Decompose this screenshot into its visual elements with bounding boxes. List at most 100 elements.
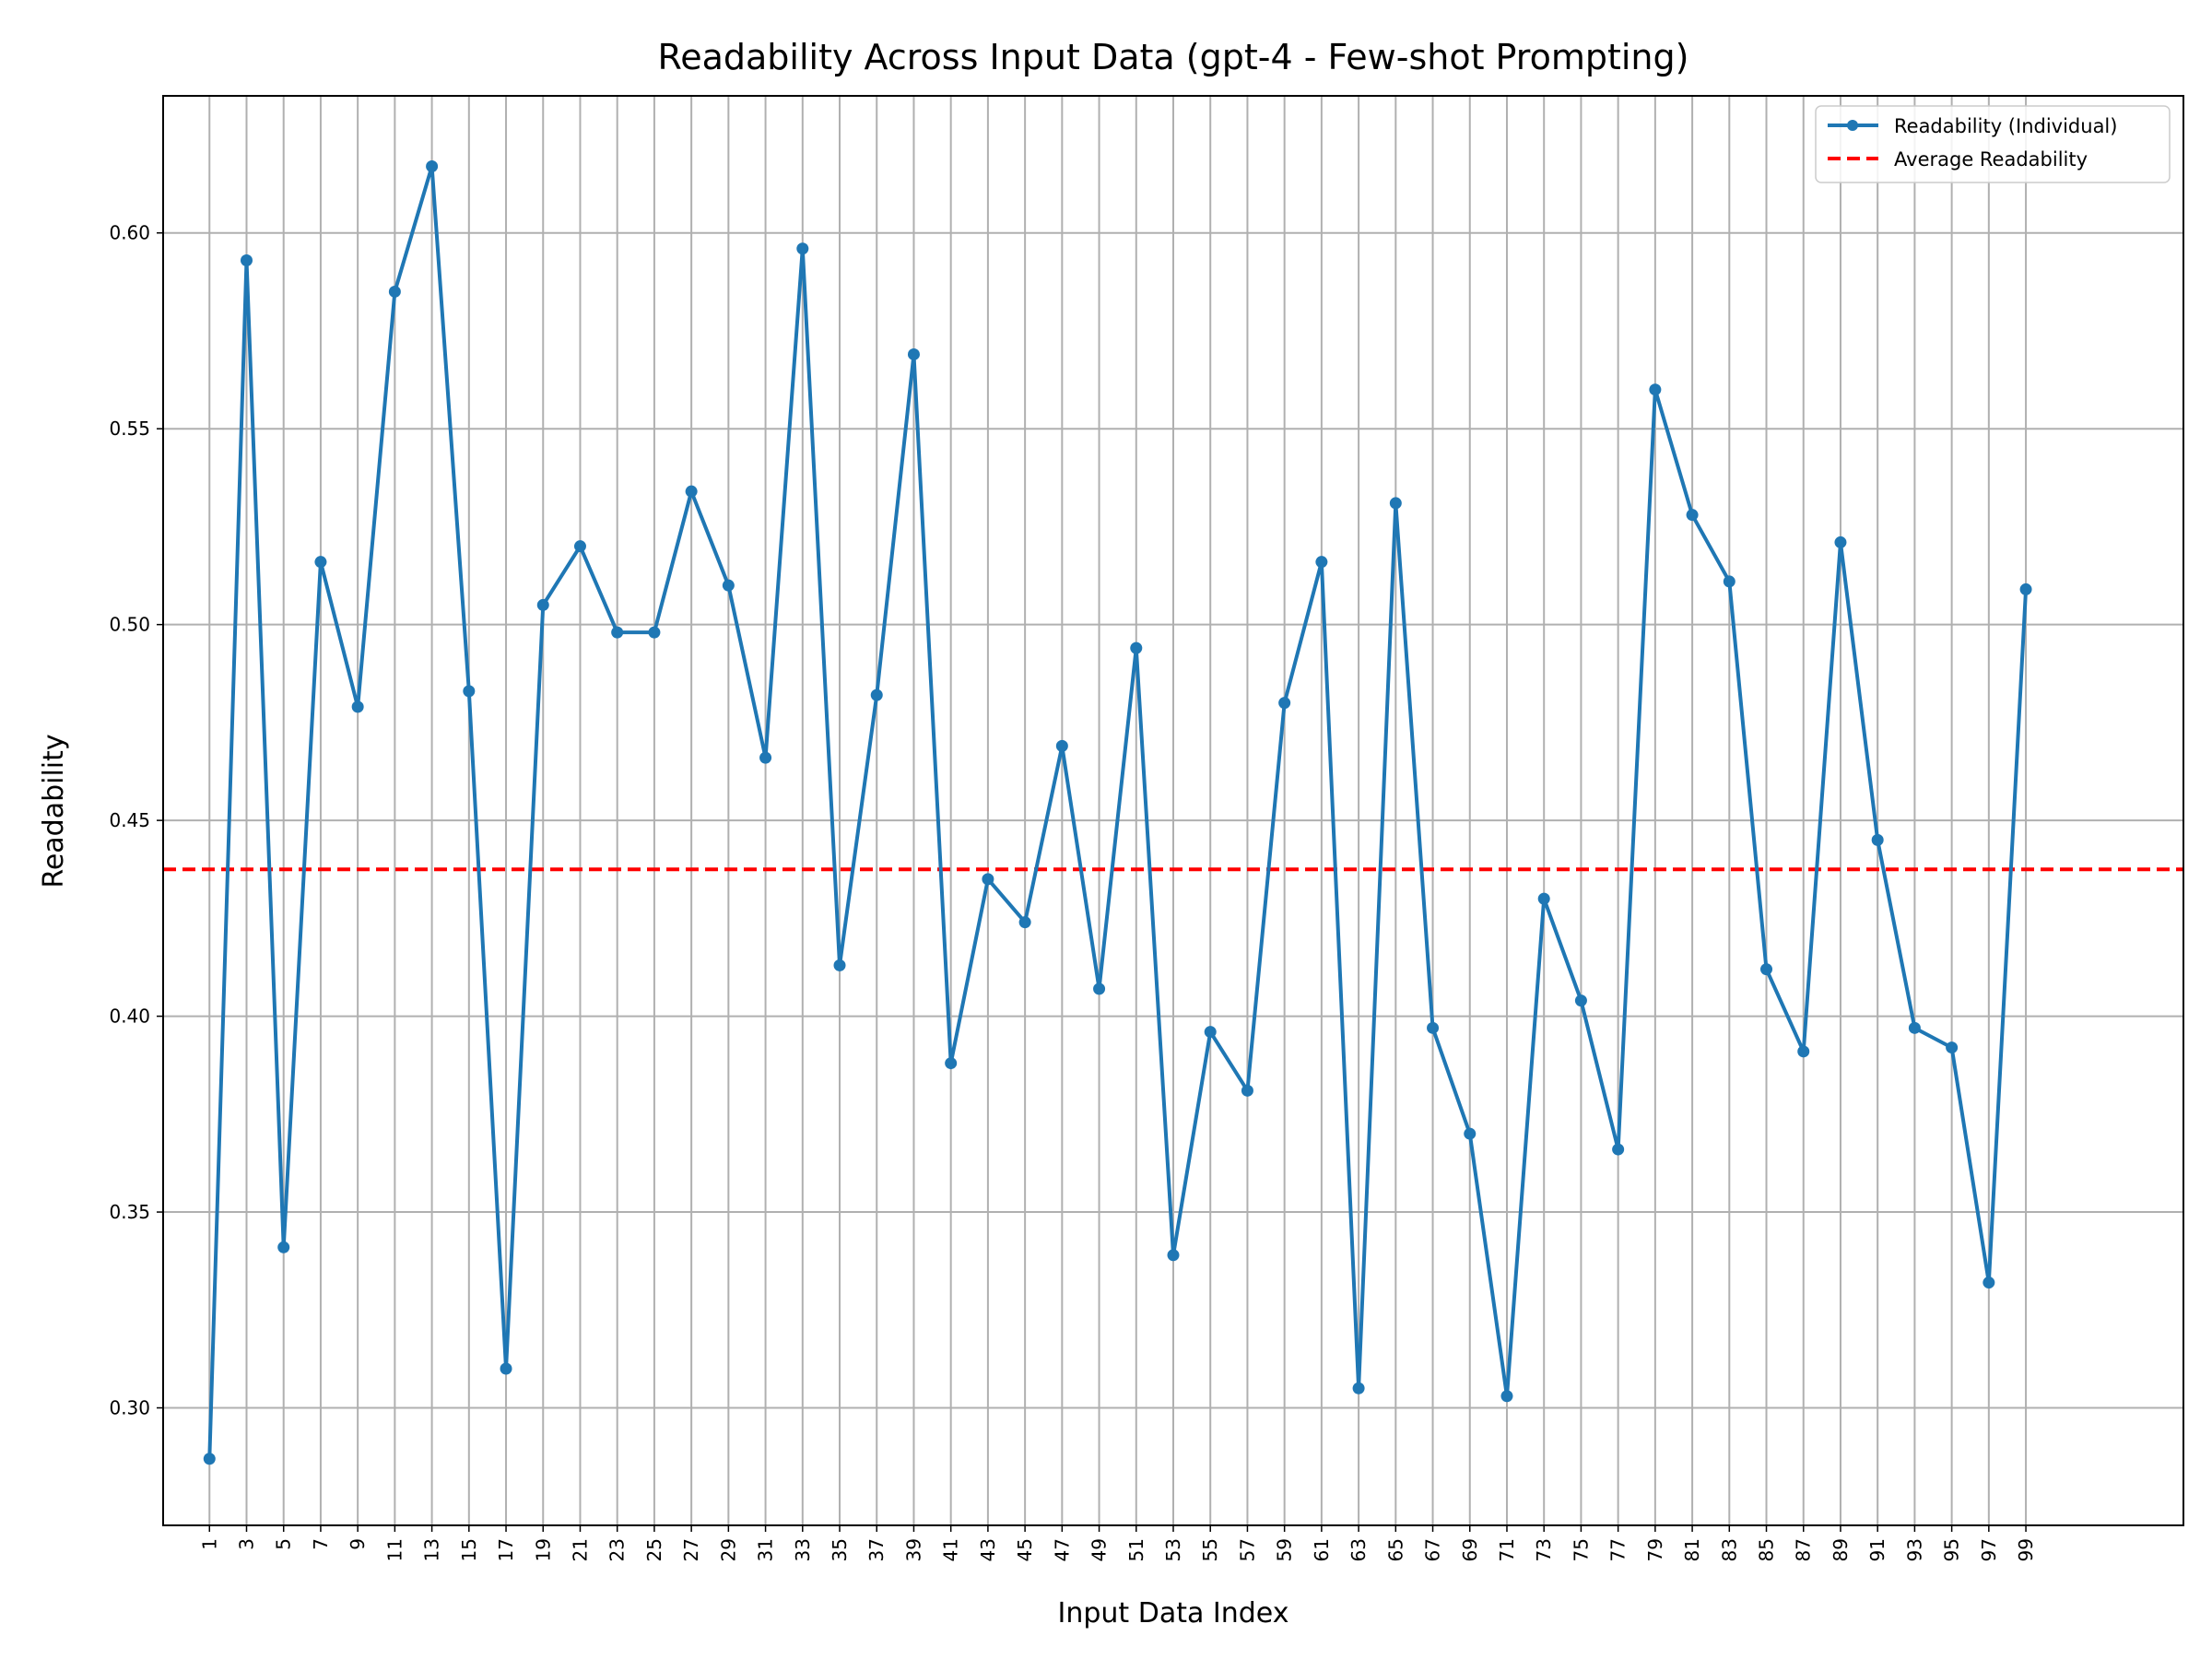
data-point [1018, 916, 1031, 929]
y-tick-label: 0.60 [109, 222, 150, 244]
data-point [982, 873, 994, 886]
data-point [1574, 994, 1587, 1007]
data-point [1537, 892, 1550, 905]
data-point [907, 347, 920, 360]
x-tick-label: 73 [1533, 1538, 1555, 1561]
x-tick-label: 87 [1793, 1538, 1815, 1561]
data-point [1352, 1382, 1365, 1394]
data-point [796, 242, 809, 255]
x-tick-label: 71 [1496, 1538, 1518, 1561]
data-point [1500, 1390, 1513, 1403]
data-point [1464, 1127, 1477, 1140]
data-point [611, 626, 624, 639]
x-tick-label: 55 [1199, 1538, 1221, 1561]
x-tick-label: 93 [1903, 1538, 1925, 1561]
data-point [1612, 1143, 1625, 1156]
y-tick-label: 0.50 [109, 614, 150, 636]
data-point [759, 751, 772, 764]
data-point [685, 485, 698, 498]
data-point [945, 1057, 958, 1070]
data-point [1983, 1277, 1995, 1289]
y-tick-label: 0.30 [109, 1397, 150, 1419]
data-point [203, 1453, 216, 1465]
data-point [463, 685, 476, 698]
data-point [1427, 1021, 1440, 1034]
grid [163, 96, 2183, 1525]
data-point [1686, 509, 1699, 522]
data-point [2019, 582, 2032, 595]
data-point [426, 159, 439, 172]
data-point [870, 688, 883, 701]
x-tick-label: 17 [495, 1538, 517, 1561]
data-point [1908, 1021, 1921, 1034]
x-tick-label: 79 [1644, 1538, 1666, 1561]
legend: Readability (Individual) Average Readabi… [1815, 105, 2171, 183]
x-tick-label: 85 [1756, 1538, 1778, 1561]
data-point [833, 959, 846, 971]
data-point [1055, 739, 1068, 752]
x-tick-label: 5 [273, 1538, 295, 1550]
chart-title: Readability Across Input Data (gpt-4 - F… [658, 37, 1689, 77]
y-tick-label: 0.55 [109, 418, 150, 440]
data-point [500, 1362, 512, 1375]
data-point [573, 540, 586, 553]
y-tick-label: 0.45 [109, 809, 150, 831]
data-point [1130, 641, 1143, 654]
x-tick-label: 37 [865, 1538, 888, 1561]
x-tick-label: 63 [1347, 1538, 1370, 1561]
data-point [1204, 1026, 1217, 1039]
series-layer [203, 159, 2032, 1465]
x-tick-label: 89 [1830, 1538, 1852, 1561]
data-point [351, 700, 364, 713]
data-point [722, 579, 735, 592]
x-tick-label: 77 [1607, 1538, 1630, 1561]
x-tick-label: 53 [1162, 1538, 1184, 1561]
data-point [1723, 575, 1735, 588]
data-point [1946, 1041, 1959, 1054]
x-tick-label: 39 [902, 1538, 924, 1561]
data-point [1093, 982, 1106, 995]
x-tick-label: 51 [1125, 1538, 1147, 1561]
x-tick-label: 23 [606, 1538, 629, 1561]
legend-label-average: Average Readability [1894, 148, 2088, 171]
data-point [314, 556, 327, 569]
x-tick-label: 43 [977, 1538, 999, 1561]
x-tick-label: 35 [829, 1538, 851, 1561]
x-tick-label: 7 [310, 1538, 332, 1550]
x-tick-label: 75 [1570, 1538, 1592, 1561]
data-point [1167, 1249, 1180, 1262]
x-tick-label: 91 [1866, 1538, 1888, 1561]
x-tick-label: 21 [569, 1538, 591, 1561]
data-point [240, 253, 253, 266]
x-tick-label: 83 [1718, 1538, 1740, 1561]
x-tick-label: 3 [235, 1538, 257, 1550]
y-tick-label: 0.35 [109, 1201, 150, 1223]
y-tick-label: 0.40 [109, 1006, 150, 1028]
x-tick-label: 29 [717, 1538, 739, 1561]
x-tick-label: 33 [792, 1538, 814, 1561]
x-tick-label: 67 [1422, 1538, 1444, 1561]
x-tick-label: 19 [532, 1538, 554, 1561]
y-axis-label: Readability [38, 734, 70, 888]
data-point [648, 626, 661, 639]
x-tick-label: 9 [347, 1538, 369, 1550]
data-point [1760, 963, 1773, 976]
x-tick-label: 69 [1459, 1538, 1481, 1561]
data-point [277, 1241, 290, 1253]
x-tick-label: 25 [643, 1538, 665, 1561]
data-point [1649, 383, 1662, 396]
x-tick-label: 81 [1681, 1538, 1703, 1561]
x-axis-label: Input Data Index [1058, 1597, 1289, 1630]
x-tick-label: 1 [198, 1538, 220, 1550]
data-point [536, 598, 549, 611]
data-point [1389, 497, 1402, 510]
legend-label-individual: Readability (Individual) [1894, 115, 2117, 137]
data-point [1315, 556, 1328, 569]
legend-marker-individual [1847, 120, 1858, 131]
x-tick-label: 41 [940, 1538, 962, 1561]
x-tick-label: 11 [383, 1538, 406, 1561]
data-point [1797, 1045, 1810, 1058]
x-tick-label: 31 [755, 1538, 777, 1561]
